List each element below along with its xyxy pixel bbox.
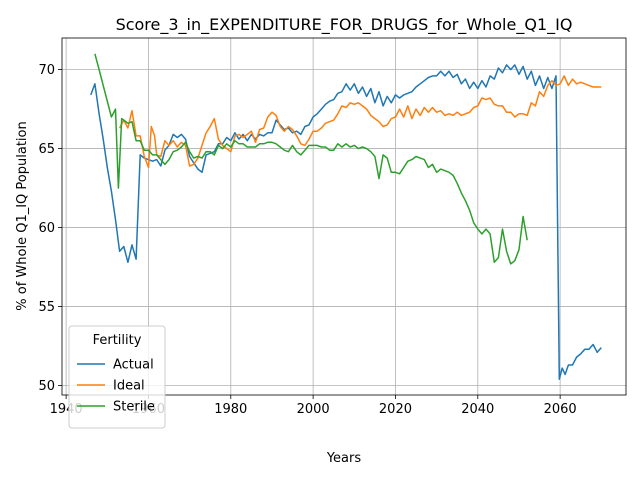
legend-title: Fertility — [93, 333, 142, 348]
x-tick-label: 2060 — [544, 402, 577, 417]
legend-label-sterile: Sterile — [113, 400, 155, 415]
y-tick-label: 55 — [38, 300, 55, 315]
y-tick-label: 70 — [38, 63, 55, 78]
y-axis: 50 55 60 65 70 — [38, 63, 62, 394]
x-tick-label: 2020 — [379, 402, 412, 417]
y-tick-label: 65 — [38, 142, 55, 157]
series-line-sterile — [95, 54, 527, 264]
series-layer — [91, 54, 602, 379]
y-tick-label: 50 — [38, 379, 55, 394]
x-tick-label: 2040 — [461, 402, 494, 417]
legend-label-ideal: Ideal — [113, 379, 145, 394]
y-axis-label: % of Whole Q1_IQ Population — [15, 121, 30, 310]
legend-label-actual: Actual — [113, 358, 154, 373]
x-tick-label: 1980 — [214, 402, 247, 417]
x-axis-label: Years — [326, 451, 362, 466]
x-tick-label: 2000 — [297, 402, 330, 417]
legend: Fertility Actual Ideal Sterile — [69, 326, 165, 428]
chart-title: Score_3_in_EXPENDITURE_FOR_DRUGS_for_Who… — [116, 15, 573, 35]
y-tick-label: 60 — [38, 221, 55, 236]
